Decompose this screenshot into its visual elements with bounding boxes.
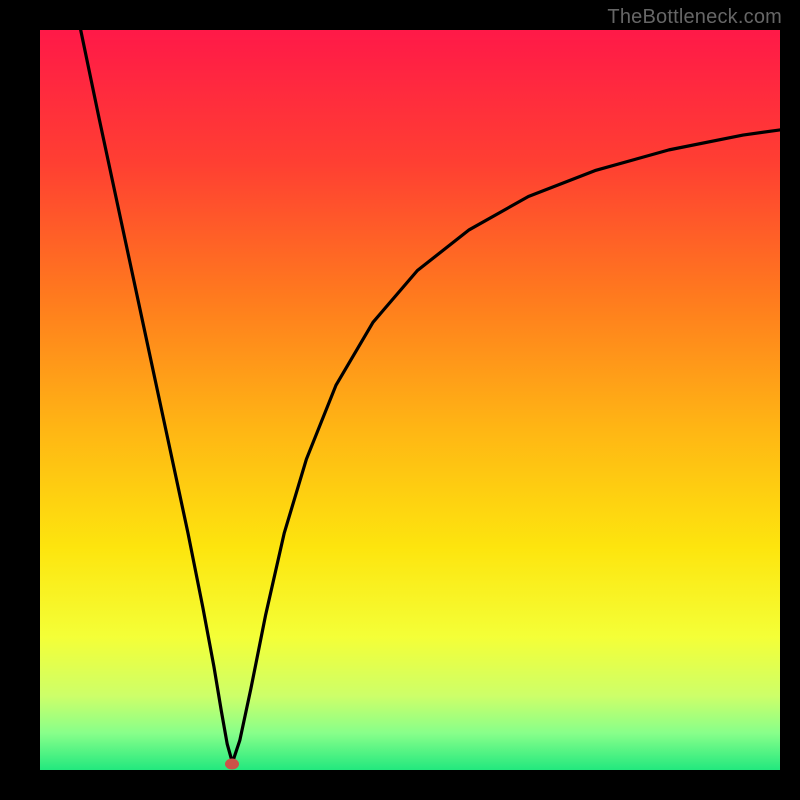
bottleneck-curve [40,30,780,770]
watermark-text: TheBottleneck.com [607,6,782,29]
minimum-marker [225,759,239,770]
plot-area [40,30,780,770]
